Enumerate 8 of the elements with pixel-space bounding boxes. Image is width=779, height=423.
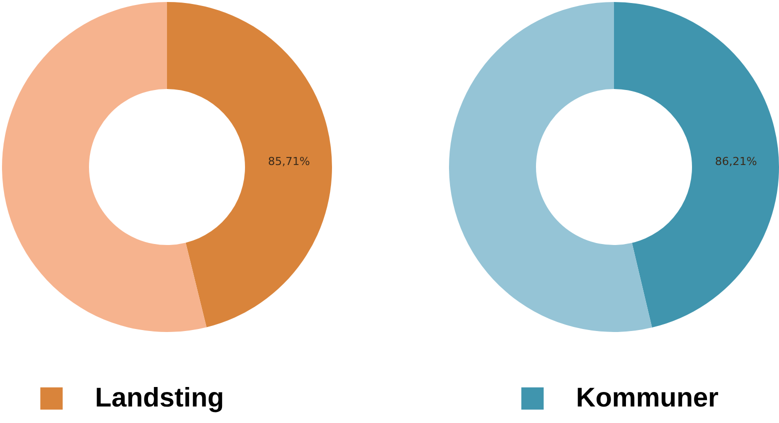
donut-slice [167,2,332,328]
donut-slice [2,2,207,332]
donut-slice [614,2,779,328]
text: 86,21% [715,155,757,168]
legend-label: Kommuner [576,382,720,412]
donut-slice [449,2,652,332]
legend-label: Landsting [95,382,224,412]
text: 85,71% [268,155,310,168]
